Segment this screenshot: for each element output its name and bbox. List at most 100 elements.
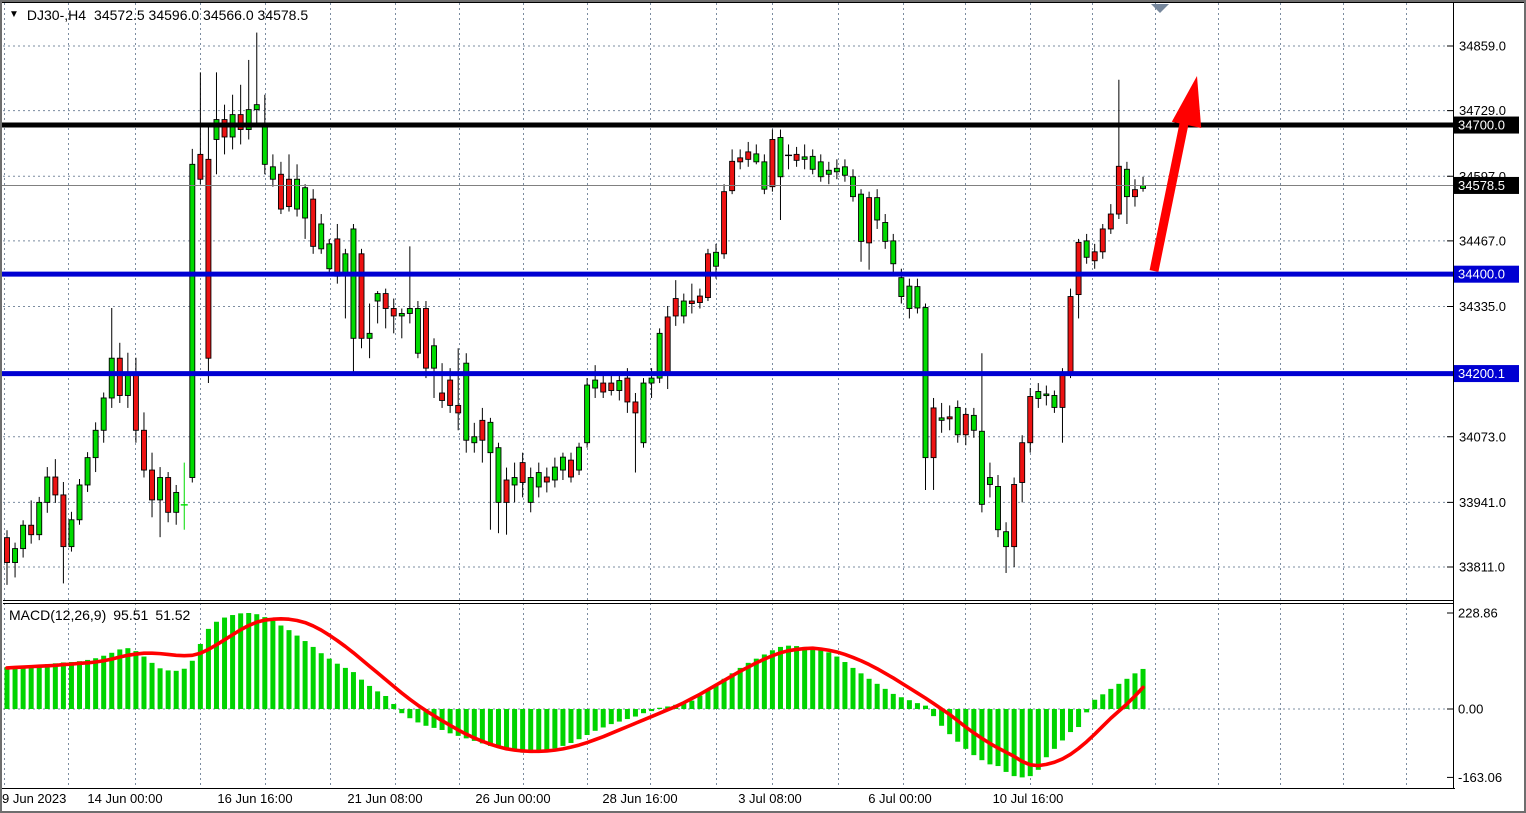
candle	[1027, 388, 1034, 453]
candle	[1035, 383, 1042, 408]
candle	[680, 293, 687, 324]
candle	[978, 353, 985, 513]
price-tick-label: 34859.0	[1459, 39, 1506, 54]
candle	[1091, 243, 1098, 269]
candle	[938, 402, 945, 433]
candle	[592, 365, 599, 398]
candle	[149, 452, 155, 518]
time-axis[interactable]: 9 Jun 2023 14 Jun 00:00 16 Jun 16:00 21 Jun…	[2, 791, 1063, 806]
candle	[68, 511, 75, 552]
price-badge-support-level[interactable]: 34400.0	[1454, 265, 1519, 283]
candle	[286, 154, 292, 212]
candle	[157, 467, 164, 538]
price-tick-label: 33811.0	[1459, 560, 1505, 575]
trend-arrow[interactable]	[1149, 76, 1202, 272]
candle	[987, 462, 993, 498]
symbol-dropdown-icon[interactable]: ▼	[9, 9, 19, 20]
candle	[294, 164, 301, 217]
candle	[882, 214, 889, 249]
price-badge-support-level[interactable]: 34200.1	[1454, 365, 1519, 383]
candle	[1115, 79, 1122, 220]
candle	[954, 400, 961, 443]
candle	[76, 479, 83, 525]
candle	[374, 291, 381, 324]
price-tick-label: 34073.0	[1459, 429, 1506, 444]
candle	[745, 141, 752, 167]
candle	[463, 353, 470, 453]
candle	[318, 214, 325, 254]
candle	[253, 32, 260, 125]
candle	[382, 288, 389, 329]
price-tick-label: 34467.0	[1459, 233, 1506, 248]
candle	[12, 542, 19, 578]
candle	[729, 149, 736, 195]
candle	[406, 246, 413, 324]
candle	[616, 375, 623, 401]
candle	[930, 397, 937, 490]
candle	[84, 452, 91, 492]
candle	[914, 278, 921, 314]
macd-tick-label: 0.00	[1458, 702, 1483, 717]
price-badge-resistance-level[interactable]: 34700.0	[1454, 116, 1519, 134]
candle	[841, 159, 848, 182]
price-badge-label: 34700.0	[1458, 118, 1505, 133]
time-label: 10 Jul 16:00	[993, 791, 1064, 806]
candle	[1083, 233, 1090, 264]
candle	[801, 144, 808, 170]
candle	[1051, 390, 1058, 413]
candle	[4, 530, 10, 585]
candle	[1003, 522, 1010, 573]
candle	[180, 462, 188, 530]
candle	[906, 278, 913, 319]
candle	[358, 248, 365, 349]
candle	[519, 452, 526, 498]
candle	[269, 154, 276, 187]
candle	[455, 348, 462, 431]
candle	[92, 422, 99, 473]
candle	[584, 378, 591, 448]
candle	[1067, 288, 1074, 379]
candle	[1107, 204, 1114, 234]
candle	[809, 149, 816, 175]
candle	[576, 442, 582, 476]
macd-signal-value: 51.52	[155, 607, 191, 623]
candle	[721, 184, 728, 259]
candle	[1075, 238, 1082, 319]
macd-signal-layer	[5, 617, 1145, 768]
time-label: 26 Jun 00:00	[475, 791, 550, 806]
candle	[350, 223, 357, 374]
candle	[890, 233, 897, 274]
candle	[995, 475, 1001, 538]
candle	[922, 303, 929, 490]
candle	[511, 462, 518, 503]
candle	[527, 467, 534, 513]
candle	[777, 129, 784, 220]
candle	[551, 457, 558, 488]
price-badge-label: 34200.1	[1458, 366, 1505, 381]
chart-shift-marker-icon[interactable]	[1151, 4, 1169, 13]
macd-signal-line	[5, 617, 1145, 768]
macd-indicator-label: MACD(12,26,9)	[9, 607, 107, 623]
candle	[197, 72, 204, 185]
candle	[44, 467, 51, 513]
candle	[1043, 385, 1050, 406]
candle	[302, 184, 309, 239]
macd-axis[interactable]: 228.86 0.00 -163.06	[1447, 606, 1502, 785]
candle	[479, 407, 486, 463]
macd-histogram-layer	[4, 613, 1146, 778]
candle	[189, 148, 196, 483]
price-badge-label: 34578.5	[1458, 178, 1505, 193]
price-tick-label: 34729.0	[1459, 103, 1506, 118]
price-badge-current-price[interactable]: 34578.5	[1454, 176, 1519, 194]
candle	[608, 375, 615, 396]
candle	[858, 189, 864, 262]
price-axis[interactable]: 34859.034729.034597.034467.034335.034073…	[1447, 39, 1519, 575]
candle	[1019, 435, 1026, 503]
candle	[769, 129, 776, 192]
ohlc-values: 34572.5 34596.0 34566.0 34578.5	[94, 7, 309, 23]
macd-tick-label: 228.86	[1458, 606, 1498, 621]
